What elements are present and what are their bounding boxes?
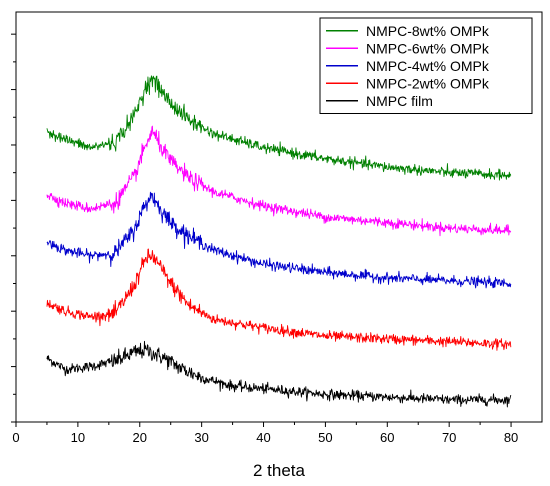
plot-frame	[15, 11, 543, 423]
legend-label-nmpc-4wt-ompk: NMPC-4wt% OMPk	[366, 58, 490, 74]
axes: 0 10 20 30 40 50 60 70 80	[11, 11, 543, 445]
x-tick-label-40: 40	[256, 430, 270, 445]
plot-area	[46, 75, 512, 408]
legend-label-nmpc-2wt-ompk: NMPC-2wt% OMPk	[366, 75, 490, 91]
series-line-nmpc-6wt-ompk	[46, 125, 512, 237]
x-tick-label-10: 10	[71, 430, 85, 445]
x-tick-label-60: 60	[380, 430, 394, 445]
legend-label-nmpc-6wt-ompk: NMPC-6wt% OMPk	[366, 40, 490, 56]
series-line-nmpc-2wt-ompk	[46, 248, 512, 351]
series-line-nmpc-4wt-ompk	[46, 191, 512, 289]
series-line-nmpc-film	[46, 340, 512, 408]
x-tick-label-50: 50	[318, 430, 332, 445]
x-axis-title: 2 theta	[253, 461, 306, 480]
x-tick-label-70: 70	[442, 430, 456, 445]
x-tick-label-80: 80	[504, 430, 518, 445]
x-tick-label-20: 20	[133, 430, 147, 445]
x-tick-label-30: 30	[194, 430, 208, 445]
legend-label-nmpc-film: NMPC film	[366, 93, 433, 109]
legend-label-nmpc-8wt-ompk: NMPC-8wt% OMPk	[366, 23, 490, 39]
series-line-nmpc-8wt-ompk	[46, 75, 512, 181]
x-tick-label-0: 0	[12, 430, 19, 445]
